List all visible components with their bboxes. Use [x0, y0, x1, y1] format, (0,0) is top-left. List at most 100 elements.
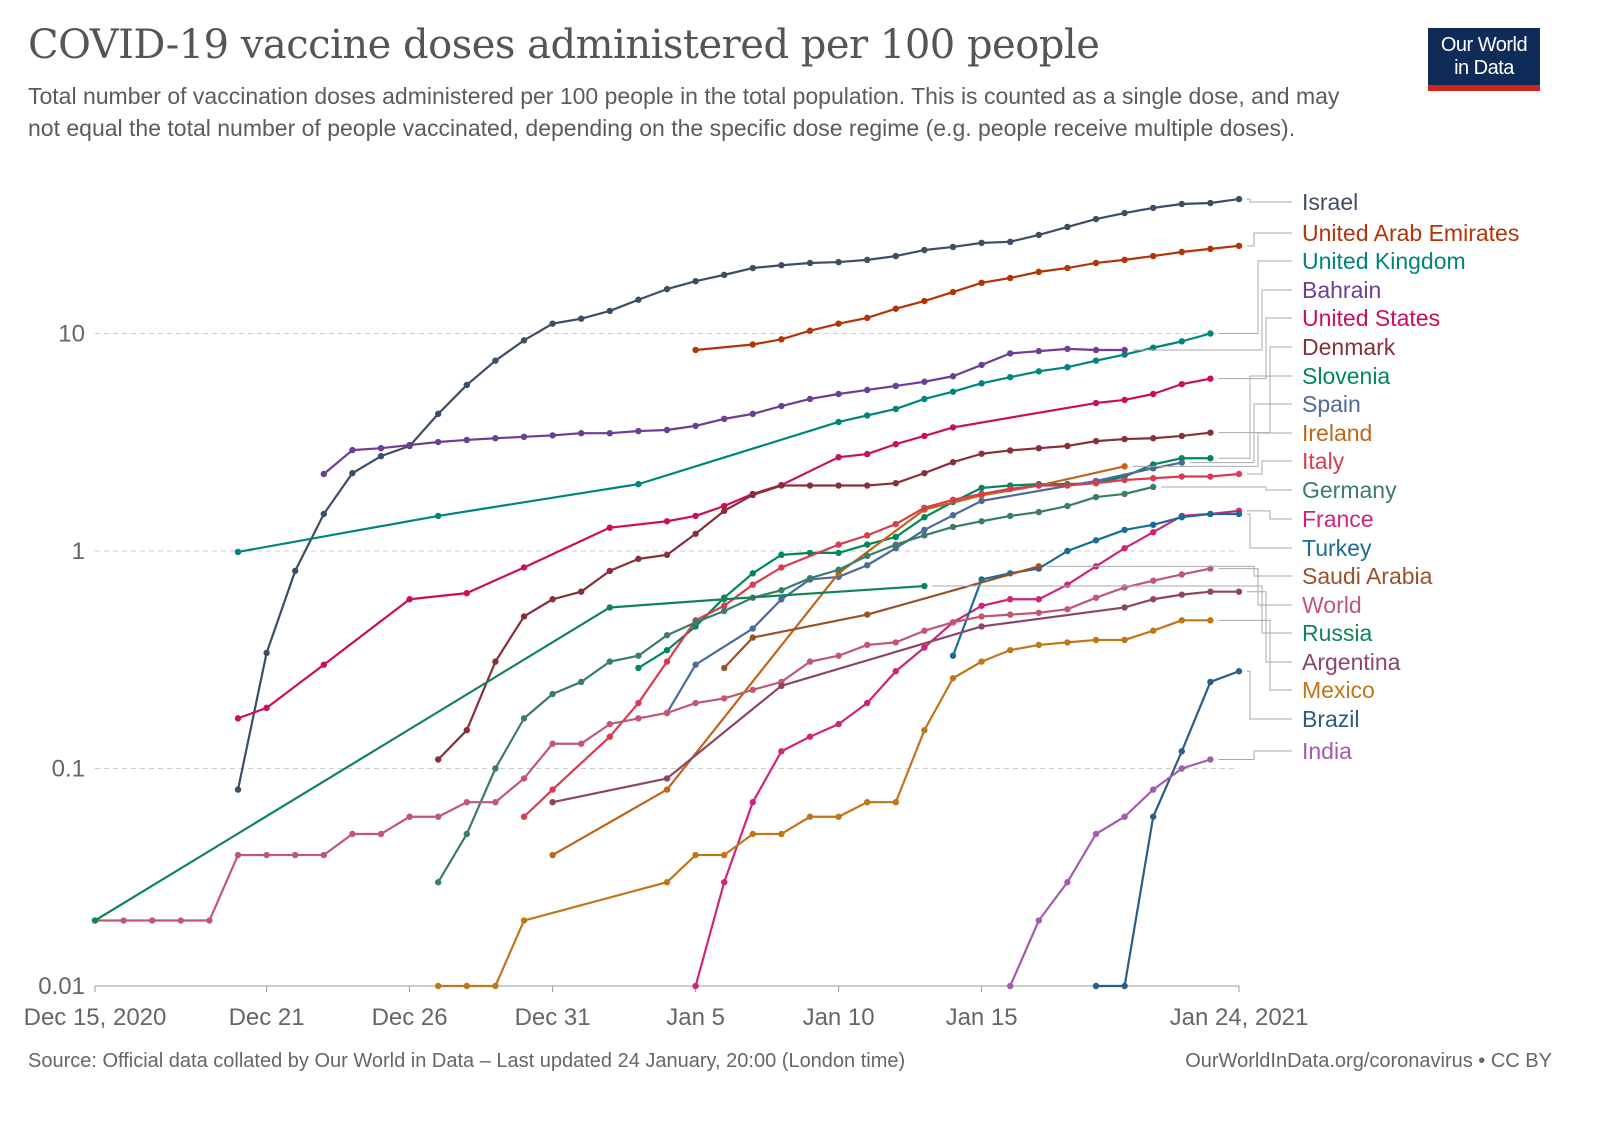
data-point[interactable] — [635, 296, 642, 303]
data-point[interactable] — [778, 336, 785, 343]
data-point[interactable] — [978, 484, 985, 492]
data-point[interactable] — [1178, 571, 1186, 578]
data-point[interactable] — [864, 256, 871, 264]
data-point[interactable] — [892, 541, 899, 548]
data-point[interactable] — [1035, 231, 1043, 239]
data-point[interactable] — [1178, 432, 1186, 440]
series-argentina[interactable] — [549, 588, 1243, 806]
data-point[interactable] — [663, 285, 671, 293]
data-point[interactable] — [578, 588, 585, 595]
data-point[interactable] — [663, 646, 671, 654]
data-point[interactable] — [921, 627, 928, 634]
data-point[interactable] — [1178, 380, 1186, 388]
data-point[interactable] — [463, 982, 470, 990]
data-point[interactable] — [692, 699, 699, 707]
data-point[interactable] — [1121, 351, 1128, 358]
data-point[interactable] — [749, 830, 756, 838]
data-point[interactable] — [1121, 435, 1128, 443]
data-point[interactable] — [921, 644, 928, 651]
data-point[interactable] — [1035, 444, 1043, 452]
data-point[interactable] — [949, 373, 957, 380]
data-point[interactable] — [234, 786, 242, 793]
series-united-kingdom[interactable] — [234, 330, 1214, 556]
series-world[interactable] — [91, 565, 1214, 924]
legend-label-germany[interactable]: Germany — [1302, 477, 1397, 503]
data-point[interactable] — [892, 533, 899, 541]
data-point[interactable] — [1007, 596, 1014, 603]
data-point[interactable] — [1064, 581, 1071, 588]
data-point[interactable] — [978, 490, 985, 498]
data-point[interactable] — [1007, 485, 1014, 493]
data-point[interactable] — [1064, 639, 1071, 646]
data-point[interactable] — [864, 541, 871, 548]
data-point[interactable] — [1064, 482, 1071, 489]
series-india[interactable] — [1007, 756, 1214, 990]
data-point[interactable] — [864, 699, 871, 707]
data-point[interactable] — [177, 917, 184, 924]
data-point[interactable] — [1121, 545, 1128, 552]
data-point[interactable] — [949, 496, 957, 503]
data-point[interactable] — [1035, 368, 1043, 375]
data-point[interactable] — [463, 436, 470, 444]
data-point[interactable] — [1235, 510, 1243, 518]
data-point[interactable] — [606, 658, 613, 665]
data-point[interactable] — [435, 512, 442, 520]
data-point[interactable] — [864, 562, 871, 569]
data-point[interactable] — [234, 548, 242, 556]
data-point[interactable] — [978, 518, 985, 525]
data-point[interactable] — [492, 982, 499, 990]
data-point[interactable] — [721, 596, 728, 603]
data-point[interactable] — [806, 574, 814, 582]
data-point[interactable] — [435, 756, 442, 763]
data-point[interactable] — [864, 386, 871, 394]
data-point[interactable] — [721, 507, 728, 515]
data-point[interactable] — [1207, 565, 1214, 572]
data-point[interactable] — [692, 277, 699, 285]
data-point[interactable] — [377, 830, 385, 838]
data-point[interactable] — [978, 450, 985, 457]
data-point[interactable] — [1007, 274, 1014, 282]
data-point[interactable] — [663, 551, 671, 559]
data-point[interactable] — [692, 422, 699, 430]
data-point[interactable] — [692, 530, 699, 537]
data-point[interactable] — [1121, 256, 1128, 264]
data-point[interactable] — [1007, 350, 1014, 357]
data-point[interactable] — [1064, 363, 1071, 371]
data-point[interactable] — [549, 690, 556, 698]
data-point[interactable] — [1150, 627, 1157, 634]
data-point[interactable] — [1150, 483, 1157, 491]
data-point[interactable] — [1092, 357, 1100, 364]
data-point[interactable] — [635, 699, 642, 707]
data-point[interactable] — [806, 395, 814, 403]
data-point[interactable] — [663, 786, 671, 793]
data-point[interactable] — [1150, 521, 1157, 528]
legend-label-denmark[interactable]: Denmark — [1302, 334, 1396, 360]
data-point[interactable] — [921, 504, 928, 511]
data-point[interactable] — [1007, 611, 1014, 618]
data-point[interactable] — [406, 441, 413, 449]
data-point[interactable] — [663, 658, 671, 665]
data-point[interactable] — [663, 775, 671, 782]
data-point[interactable] — [263, 704, 270, 712]
data-point[interactable] — [892, 305, 899, 312]
data-point[interactable] — [1150, 204, 1157, 212]
data-point[interactable] — [1064, 502, 1071, 510]
data-point[interactable] — [1064, 606, 1071, 613]
data-point[interactable] — [835, 541, 842, 548]
data-point[interactable] — [1121, 396, 1128, 404]
data-point[interactable] — [749, 581, 756, 588]
data-point[interactable] — [692, 982, 699, 990]
data-point[interactable] — [549, 596, 556, 603]
data-point[interactable] — [1121, 526, 1128, 534]
data-point[interactable] — [749, 686, 756, 694]
data-point[interactable] — [1092, 537, 1100, 544]
data-point[interactable] — [520, 715, 528, 722]
data-point[interactable] — [1235, 588, 1243, 595]
data-point[interactable] — [1207, 510, 1214, 518]
data-point[interactable] — [806, 658, 814, 665]
legend-label-argentina[interactable]: Argentina — [1302, 649, 1401, 675]
data-point[interactable] — [1121, 813, 1128, 820]
data-point[interactable] — [91, 917, 99, 924]
data-point[interactable] — [234, 715, 242, 722]
data-point[interactable] — [1064, 547, 1071, 555]
